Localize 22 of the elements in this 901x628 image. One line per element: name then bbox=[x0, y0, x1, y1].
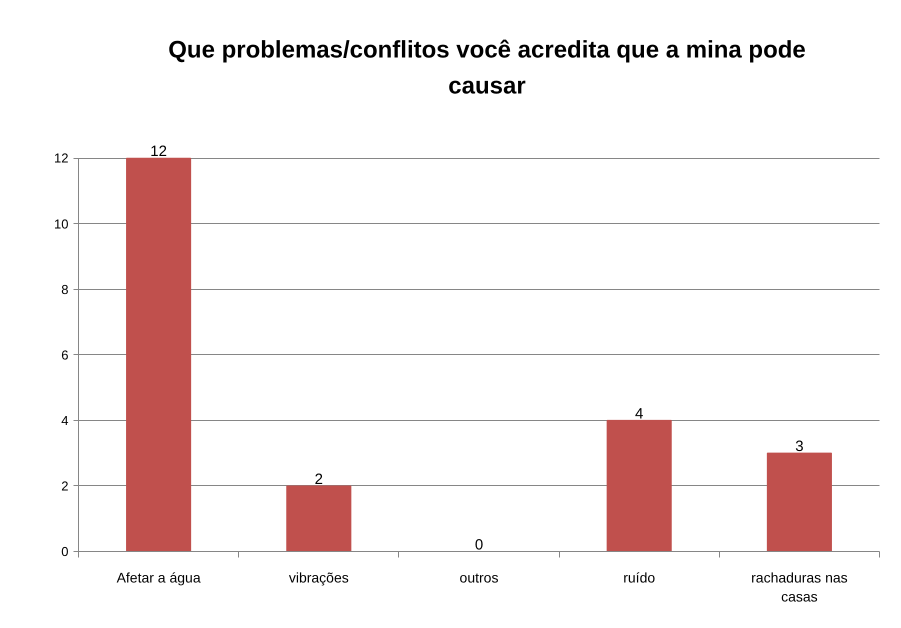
data-label: 4 bbox=[635, 405, 644, 422]
x-tick-label: vibrações bbox=[288, 570, 349, 586]
y-tick-label: 10 bbox=[54, 216, 69, 232]
data-label: 2 bbox=[314, 470, 323, 488]
data-label: 12 bbox=[150, 143, 167, 160]
x-tick-label: ruído bbox=[623, 570, 656, 586]
bar bbox=[606, 420, 672, 552]
y-tick-label: 12 bbox=[54, 150, 69, 166]
y-tick-label: 0 bbox=[61, 544, 69, 559]
y-tick-label: 6 bbox=[61, 347, 69, 362]
y-tick-label: 8 bbox=[61, 282, 69, 297]
chart-title: Que problemas/conflitos você acredita que a mina pode causar bbox=[168, 36, 806, 100]
y-tick-label: 2 bbox=[61, 478, 69, 494]
x-tick-label: Afetar a água bbox=[116, 570, 201, 586]
data-label: 3 bbox=[795, 438, 804, 456]
bar bbox=[126, 158, 192, 552]
bar bbox=[766, 452, 832, 552]
x-tick-label: rachaduras nas casas bbox=[751, 570, 848, 605]
bar bbox=[286, 485, 352, 552]
y-tick-label: 4 bbox=[61, 412, 69, 428]
data-label: 0 bbox=[474, 536, 484, 554]
x-tick-label: outros bbox=[460, 570, 498, 586]
